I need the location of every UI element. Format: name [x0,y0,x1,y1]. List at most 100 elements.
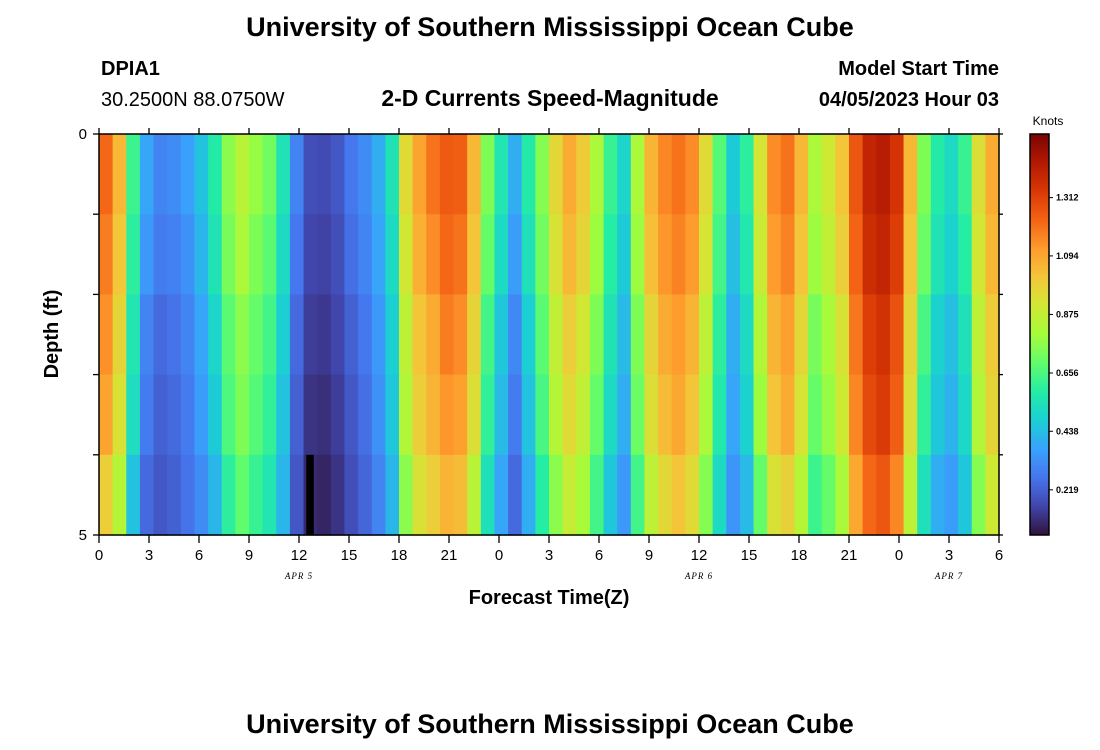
heatmap-cell [739,294,755,376]
heatmap-cell [276,134,291,215]
heatmap-cell [344,374,359,456]
heatmap-cell [467,454,482,536]
heatmap-cell [985,294,1000,376]
x-tick-label: 6 [995,547,1003,564]
colorbar-tick-label: 0.219 [1056,485,1079,495]
heatmap-cell [289,374,305,456]
heatmap-cell [303,374,318,456]
heatmap-cell [794,214,809,295]
heatmap-cell [903,214,918,295]
heatmap-cell [767,294,782,376]
colorbar-tick-label: 0.656 [1056,368,1079,378]
heatmap-cell [753,374,768,456]
heatmap-cell [330,134,346,215]
heatmap-cell [903,374,918,456]
heatmap-cell [126,374,141,456]
heatmap-cell [617,454,632,536]
station-id: DPIA1 [101,58,160,80]
heatmap-cell [971,134,986,215]
heatmap-cell [576,454,591,536]
heatmap-cell [658,374,673,456]
heatmap-cell [862,454,877,536]
heatmap-cell [589,134,605,215]
heatmap-cell [521,374,536,456]
heatmap-cell [194,134,209,215]
heatmap-cell [862,374,877,456]
heatmap-missing-cell [306,454,314,535]
heatmap-cell [917,374,932,456]
heatmap-cell [412,214,427,295]
heatmap-cell [99,454,114,536]
heatmap-cell [630,454,646,536]
colorbar-tick-label: 1.312 [1056,193,1079,203]
heatmap-cell [167,374,182,456]
heatmap-cell [480,214,496,295]
heatmap-cell [712,294,727,376]
heatmap-cell [658,294,673,376]
heatmap-cell [562,134,577,215]
heatmap-cell [330,374,346,456]
heatmap-cell [971,374,986,456]
x-tick-label: 3 [545,547,553,564]
heatmap-cell [917,454,932,536]
heatmap-cell [508,374,523,456]
heatmap-cell [426,374,441,456]
heatmap-cell [930,294,946,376]
heatmap-cell [699,214,714,295]
heatmap-cell [944,134,959,215]
x-tick-label: 15 [341,547,358,564]
heatmap-cell [958,214,973,295]
heatmap-cell [808,454,823,536]
heatmap-cell [358,294,373,376]
heatmap-cell [221,214,236,295]
heatmap-cell [562,214,577,295]
heatmap-cell [385,374,400,456]
heatmap-cell [849,374,864,456]
heatmap-cell [780,454,796,536]
heatmap-cell [508,134,523,215]
heatmap-cell [208,454,223,536]
heatmap-cell [221,134,236,215]
heatmap-cell [767,454,782,536]
heatmap-cell [603,294,618,376]
heatmap-cell [767,374,782,456]
heatmap-cell [958,374,973,456]
heatmap-cell [330,214,346,295]
heatmap-cell [794,374,809,456]
heatmap-cell [494,294,509,376]
heatmap-cell [317,134,332,215]
heatmap-cell [699,294,714,376]
heatmap-cell [603,214,618,295]
heatmap-cell [603,374,618,456]
heatmap-cell [671,214,686,295]
heatmap-cell [112,374,127,456]
heatmap-cell [889,454,905,536]
heatmap-cell [780,134,796,215]
heatmap-cell [903,454,918,536]
heatmap-cell [889,134,905,215]
heatmap-cell [153,134,168,215]
heatmap-cell [208,134,223,215]
heatmap-cell [876,214,891,295]
heatmap-cell [671,134,686,215]
heatmap-cell [453,214,468,295]
heatmap-cell [276,454,291,536]
heatmap-cell [876,134,891,215]
heatmap-cell [153,294,168,376]
heatmap-cell [685,294,700,376]
heatmap-cell [971,214,986,295]
heatmap-cell [712,374,727,456]
model-start-label: Model Start Time [838,58,999,80]
heatmap-cell [794,134,809,215]
x-tick-label: 21 [841,547,858,564]
x-tick-label: 0 [95,547,103,564]
x-tick-label: 6 [195,547,203,564]
heatmap-cell [835,454,850,536]
heatmap-cell [126,134,141,215]
heatmap-cell [194,374,209,456]
heatmap-cell [371,454,386,536]
heatmap-cell [753,294,768,376]
heatmap-cell [535,374,550,456]
heatmap-cell [467,374,482,456]
heatmap-cell [549,374,564,456]
